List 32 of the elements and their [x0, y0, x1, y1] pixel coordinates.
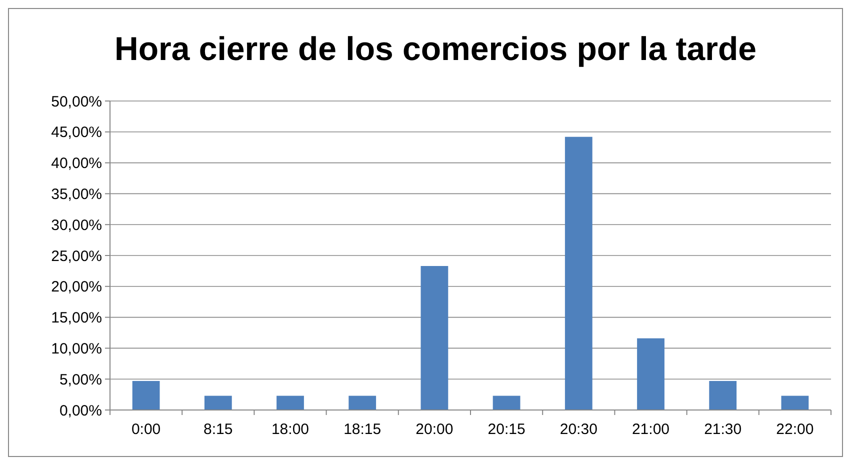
bar: [204, 396, 232, 410]
y-tick-label: 40,00%: [51, 155, 102, 172]
y-tick-label: 15,00%: [51, 310, 102, 327]
x-tick-label: 20:15: [488, 421, 526, 438]
bar: [492, 396, 520, 410]
y-tick-label: 20,00%: [51, 278, 102, 296]
y-tick-label: 45,00%: [51, 124, 102, 142]
bar: [637, 338, 664, 410]
x-tick-label: 0:00: [131, 421, 161, 438]
bar: [709, 380, 737, 410]
y-tick-label: 10,00%: [51, 340, 102, 358]
y-tick-label: 30,00%: [51, 216, 102, 234]
bar: [781, 396, 809, 410]
x-tick-label: 8:15: [204, 421, 233, 438]
chart-title: Hora cierre de los comercios por la tarde: [114, 30, 756, 67]
x-tick-label: 20:00: [416, 421, 454, 438]
y-tick-label: 5,00%: [59, 371, 102, 388]
bar: [420, 266, 448, 410]
bar: [348, 396, 376, 410]
bar: [276, 396, 304, 410]
x-tick-label: 21:30: [704, 421, 742, 438]
y-tick-label: 50,00%: [51, 93, 102, 110]
x-tick-label: 22:00: [776, 421, 814, 438]
bar: [132, 380, 160, 410]
y-tick-label: 25,00%: [51, 248, 102, 265]
y-tick-label: 0,00%: [59, 402, 102, 420]
y-tick-label: 35,00%: [51, 186, 102, 203]
bar: [564, 136, 592, 410]
x-tick-label: 18:15: [344, 421, 382, 438]
x-tick-label: 20:30: [560, 421, 598, 438]
x-tick-label: 18:00: [271, 421, 310, 438]
x-tick-label: 21:00: [632, 421, 670, 438]
